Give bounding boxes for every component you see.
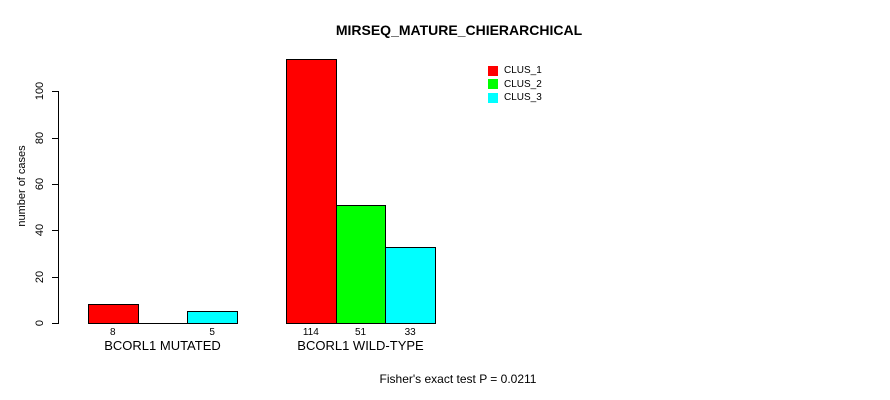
legend-item-label: CLUS_2: [504, 78, 542, 90]
legend-swatch-icon: [488, 65, 498, 76]
bar-clus_1: [286, 59, 337, 324]
bar-clus_1: [88, 304, 139, 324]
annotation-text: Fisher's exact test P = 0.0211: [379, 372, 537, 386]
y-axis-tick-label: 40: [34, 223, 46, 237]
y-axis-tick-label: 80: [34, 131, 46, 145]
y-axis-line: [58, 91, 59, 324]
legend-swatch-icon: [488, 92, 498, 103]
y-axis-tick-label: 100: [34, 81, 46, 101]
legend-item-label: CLUS_3: [504, 92, 542, 104]
bar-value-label: 5: [209, 327, 215, 338]
y-axis-tick: [52, 184, 58, 185]
bar-value-label: 33: [404, 327, 416, 338]
y-axis-tick: [52, 91, 58, 92]
bar-clus_3: [385, 247, 436, 324]
legend-item-label: CLUS_1: [504, 65, 542, 77]
y-axis-label: number of cases: [16, 145, 28, 227]
y-axis-tick-label: 20: [34, 270, 46, 284]
legend-item: CLUS_3: [488, 91, 542, 105]
y-axis-tick: [52, 138, 58, 139]
y-axis-tick: [52, 277, 58, 278]
y-axis-tick-label: 0: [34, 319, 46, 327]
legend: CLUS_1 CLUS_2 CLUS_3: [488, 64, 542, 105]
x-category-label: BCORL1 WILD-TYPE: [297, 338, 424, 353]
y-axis-tick: [52, 323, 58, 324]
bar-clus_2: [335, 205, 387, 324]
bar-value-label: 51: [354, 327, 367, 338]
bar-value-label: 8: [110, 327, 116, 338]
legend-item: CLUS_1: [488, 64, 542, 78]
y-axis-tick: [52, 230, 58, 231]
legend-item: CLUS_2: [488, 78, 542, 92]
legend-swatch-icon: [488, 79, 498, 90]
chart-title: MIRSEQ_MATURE_CHIERARCHICAL: [335, 22, 583, 38]
bar-value-label: 114: [302, 327, 319, 338]
bar-zero-clus_2: [137, 323, 189, 324]
bar-clus_3: [187, 311, 238, 324]
x-category-label: BCORL1 MUTATED: [104, 338, 221, 353]
y-axis-tick-label: 60: [34, 177, 46, 191]
